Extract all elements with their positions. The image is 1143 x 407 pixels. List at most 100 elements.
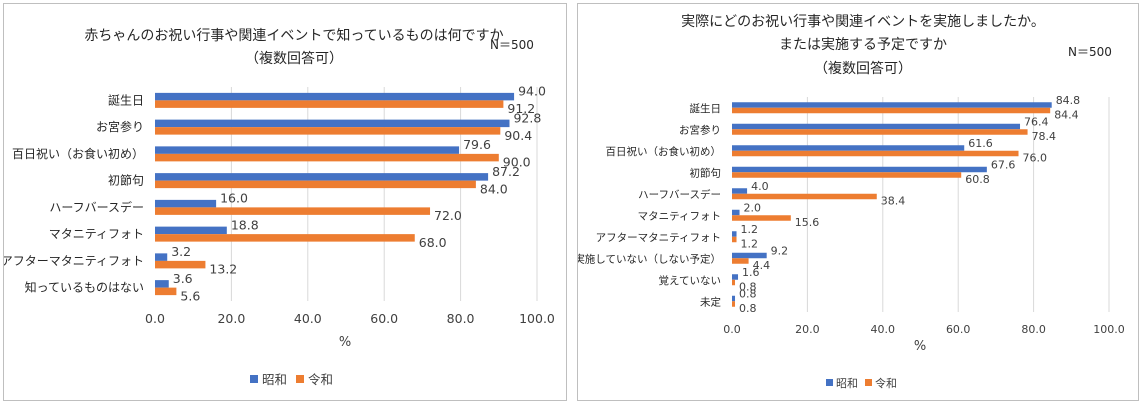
c1-data-label-reiwa-5: 15.6 [795, 216, 820, 229]
c1-data-label-reiwa-6: 1.2 [741, 238, 759, 251]
c0-bar-reiwa-5 [155, 234, 415, 242]
c1-data-label-reiwa-2: 76.0 [1023, 152, 1048, 165]
legend-label-reiwa: 令和 [875, 376, 897, 390]
sample-size-label: N＝500 [490, 38, 534, 52]
c0-data-label-reiwa-3: 84.0 [480, 181, 508, 196]
legend-label-showa: 昭和 [836, 377, 858, 390]
c0-bar-reiwa-3 [155, 180, 476, 189]
c0-bar-showa-4 [155, 199, 217, 208]
c0-bar-showa-5 [155, 226, 227, 235]
sample-size-label: N＝500 [1068, 45, 1112, 59]
chart-panel-held-events: 実際にどのお祝い行事や関連イベントを実施しましたか。 または実施する予定ですか … [577, 3, 1139, 401]
c1-x-tick-1: 20.0 [795, 323, 820, 336]
c1-bar-reiwa-2 [732, 150, 1019, 157]
c1-x-tick-4: 80.0 [1021, 323, 1046, 336]
c1-category-label-4: ハーフバースデー [638, 188, 721, 201]
c1-bar-reiwa-6 [732, 236, 737, 243]
c1-data-label-reiwa-0: 84.4 [1054, 109, 1079, 122]
c0-data-label-showa-7: 3.6 [173, 271, 193, 286]
c0-data-label-reiwa-0: 91.2 [507, 101, 535, 116]
c1-category-label-7: 実施していない（しない予定） [578, 252, 721, 265]
legend-label-showa: 昭和 [262, 372, 287, 387]
c1-bar-showa-9 [732, 295, 736, 302]
c1-category-label-1: お宮参り [679, 123, 721, 136]
c1-bar-showa-2 [732, 145, 965, 151]
chart-title-line-1: 実際にどのお祝い行事や関連イベントを実施しましたか。 [681, 14, 1045, 30]
c1-bar-showa-8 [732, 274, 739, 280]
c0-data-label-reiwa-7: 5.6 [180, 288, 200, 303]
c0-category-label-6: アフターマタニティフォト [4, 254, 144, 268]
c1-data-label-showa-6: 1.2 [741, 223, 759, 236]
c1-bar-reiwa-5 [732, 215, 791, 221]
c1-x-tick-3: 60.0 [946, 323, 971, 336]
legend: 昭和 令和 [826, 376, 897, 390]
c1-bar-reiwa-3 [732, 172, 962, 178]
c1-data-label-showa-2: 61.6 [968, 137, 993, 150]
c0-bar-showa-1 [155, 119, 510, 128]
c1-bar-reiwa-0 [732, 107, 1051, 114]
c0-data-label-showa-5: 18.8 [231, 217, 259, 232]
c1-bar-reiwa-1 [732, 129, 1028, 135]
x-axis-title: % [914, 339, 926, 354]
chart-title-line-1: 赤ちゃんのお祝い行事や関連イベントで知っているものは何ですか [84, 27, 503, 44]
c0-bar-reiwa-4 [155, 207, 431, 215]
c0-category-label-3: 初節句 [108, 173, 144, 188]
c0-bar-reiwa-1 [155, 127, 501, 135]
c1-data-label-showa-9: 0.8 [739, 288, 757, 301]
c0-data-label-showa-0: 94.0 [518, 84, 546, 99]
c1-bar-showa-1 [732, 123, 1021, 130]
c1-data-label-showa-0: 84.8 [1056, 94, 1081, 107]
c1-bar-showa-7 [732, 252, 767, 259]
c1-data-label-showa-8: 1.6 [742, 266, 760, 279]
c1-category-label-6: アフターマタニティフォト [596, 232, 721, 244]
c1-bar-reiwa-7 [732, 258, 749, 264]
c1-bar-reiwa-9 [732, 301, 736, 307]
c0-data-label-showa-1: 92.8 [513, 110, 541, 125]
c0-data-label-showa-6: 3.2 [171, 244, 191, 259]
c1-bar-showa-3 [732, 166, 987, 173]
c0-data-label-showa-2: 79.6 [463, 137, 491, 152]
c0-x-tick-1: 20.0 [217, 311, 245, 326]
c1-data-label-reiwa-1: 78.4 [1032, 130, 1057, 143]
c1-data-label-showa-5: 2.0 [744, 202, 762, 215]
c1-x-tick-5: 100.0 [1093, 323, 1125, 336]
c0-data-label-reiwa-1: 90.4 [504, 128, 532, 143]
c1-data-label-showa-3: 67.6 [991, 159, 1016, 172]
c0-category-label-4: ハーフバースデー [49, 199, 144, 214]
x-axis-title: % [339, 335, 351, 350]
c0-bar-showa-7 [155, 280, 169, 288]
c0-category-label-7: 知っているものはない [25, 281, 144, 295]
c0-bar-reiwa-7 [155, 287, 177, 296]
c1-data-label-reiwa-7: 4.4 [753, 259, 771, 272]
c1-category-label-0: 誕生日 [690, 102, 722, 115]
legend: 昭和 令和 [250, 372, 333, 387]
c0-data-label-showa-4: 16.0 [220, 191, 248, 206]
c1-category-label-5: マタニティフォト [638, 210, 721, 222]
legend-swatch-reiwa [865, 379, 872, 386]
c0-category-label-1: お宮参り [96, 119, 144, 134]
legend-swatch-showa [250, 375, 258, 383]
chart-title-line-3: （複数回答可） [814, 60, 912, 77]
c1-category-label-9: 未定 [700, 295, 721, 308]
c0-x-tick-2: 40.0 [294, 311, 322, 326]
c0-data-label-reiwa-6: 13.2 [209, 262, 237, 277]
c1-bar-showa-6 [732, 231, 737, 237]
c1-data-label-showa-4: 4.0 [751, 180, 769, 193]
c1-data-label-reiwa-8: 0.8 [739, 281, 757, 294]
chart-panel-known-events: 赤ちゃんのお祝い行事や関連イベントで知っているものは何ですか （複数回答可） N… [3, 3, 567, 401]
c0-bar-showa-6 [155, 253, 168, 261]
c1-data-label-showa-1: 76.4 [1024, 116, 1049, 129]
c1-category-label-8: 覚えていない [659, 274, 721, 287]
c0-bar-reiwa-2 [155, 153, 499, 162]
c0-data-label-reiwa-5: 68.0 [419, 235, 447, 250]
c1-x-tick-0: 0.0 [723, 323, 741, 336]
c0-x-tick-5: 100.0 [519, 311, 555, 326]
c0-data-label-reiwa-2: 90.0 [503, 155, 531, 170]
c0-bar-reiwa-0 [155, 100, 504, 108]
chart-held-events: 実際にどのお祝い行事や関連イベントを実施しましたか。 または実施する予定ですか … [578, 14, 1125, 390]
c1-category-label-2: 百日祝い（お食い初め） [606, 145, 722, 158]
c1-data-label-reiwa-4: 38.4 [881, 195, 906, 208]
c0-category-label-2: 百日祝い（お食い初め） [12, 146, 144, 161]
c0-x-tick-3: 60.0 [370, 311, 398, 326]
c0-data-label-reiwa-4: 72.0 [434, 208, 462, 223]
